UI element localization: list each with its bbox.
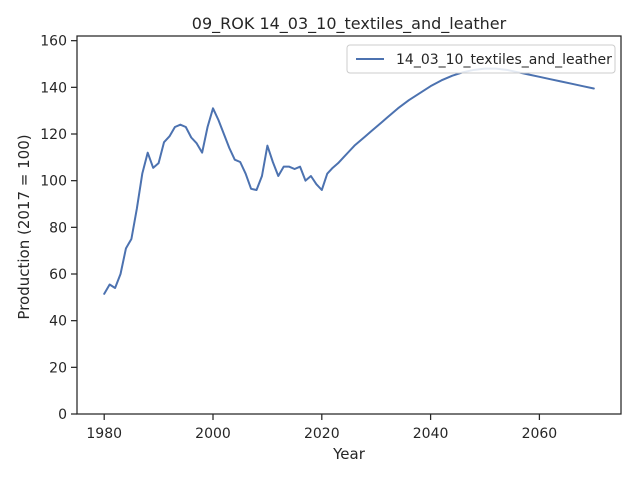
y-tick-label: 80 (49, 220, 67, 236)
x-axis-label: Year (332, 445, 366, 463)
y-tick-label: 160 (40, 34, 67, 50)
y-tick-label: 60 (49, 267, 67, 283)
y-tick-label: 120 (40, 127, 67, 143)
y-axis-label: Production (2017 = 100) (15, 134, 33, 319)
chart-title: 09_ROK 14_03_10_textiles_and_leather (192, 14, 507, 34)
legend-box (346, 44, 616, 74)
x-tick-label: 2060 (522, 426, 558, 442)
x-tick-label: 2040 (413, 426, 449, 442)
y-tick-label: 40 (49, 314, 67, 330)
legend: 14_03_10_textiles_and_leather (346, 44, 616, 74)
y-tick-label: 100 (40, 174, 67, 190)
x-tick-label: 1980 (86, 426, 122, 442)
x-tick-label: 2000 (195, 426, 231, 442)
legend-label: 14_03_10_textiles_and_leather (396, 52, 612, 68)
axes-frame (76, 35, 622, 415)
plot-area: 1980 2000 2020 2040 206002040608010012014016… (40, 34, 622, 442)
y-tick-label: 140 (40, 80, 67, 96)
x-tick-label: 2020 (304, 426, 340, 442)
y-tick-label: 0 (58, 407, 67, 423)
y-tick-label: 20 (49, 360, 67, 376)
